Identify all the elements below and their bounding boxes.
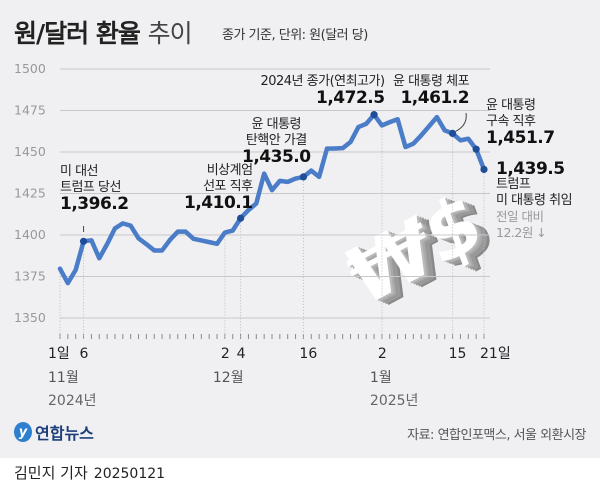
annotation-value: 1,451.7: [486, 128, 555, 148]
annotation-detention: 윤 대통령 구속 직후 1,451.7: [486, 98, 555, 148]
month-label: 1월: [370, 370, 392, 386]
year-label: 2024년: [48, 393, 97, 409]
annotation-label: 탄핵안 가결: [245, 133, 307, 148]
source-note: 자료: 연합인포맥스, 서울 외환시장: [407, 428, 586, 443]
data-point-marker: [370, 111, 378, 119]
x-tick-label: 1일: [48, 346, 70, 362]
annotation-note: 전일 대비: [496, 209, 544, 224]
month-label: 11월: [48, 370, 79, 386]
title-light: 추이: [147, 19, 193, 48]
data-point-marker: [236, 214, 245, 222]
x-tick-label: 15: [449, 346, 467, 362]
annotation-note: 12.2원 ↓: [496, 225, 547, 240]
annotation-value: 1,410.1: [184, 193, 253, 213]
y-tick-label: 1350: [14, 310, 46, 325]
annotation-inauguration: 1,439.5 트럼프 미 대통령 취임 전일 대비 12.2원 ↓: [496, 159, 573, 241]
x-tick-label: 21일: [480, 346, 511, 362]
y-tick-label: 1375: [14, 269, 46, 284]
data-point-marker: [79, 237, 88, 245]
annotation-label: 윤 대통령 체포: [393, 74, 470, 89]
annotation-label: 구속 직후: [486, 114, 536, 129]
chart-title: 원/달러 환율 추이: [14, 14, 193, 50]
infographic-panel: [0, 0, 600, 458]
x-tick-label: 2: [378, 346, 387, 362]
series-line: [57, 112, 487, 286]
annotation-value: 1,435.0: [242, 147, 311, 167]
annotation-impeachment: 윤 대통령 탄핵안 가결 1,435.0: [242, 117, 311, 167]
data-point-marker: [448, 129, 457, 138]
annotation-label: 윤 대통령: [486, 98, 536, 113]
annotation-label: 미 대통령 취임: [496, 193, 573, 208]
annotation-value: 1,472.5: [316, 88, 385, 108]
logo-text: 연합뉴스: [35, 424, 94, 443]
data-point-marker: [480, 165, 488, 174]
y-tick-label: 1475: [14, 103, 46, 118]
data-point-marker: [472, 145, 480, 153]
yonhap-logo-icon: y: [14, 422, 32, 442]
y-tick-label: 1425: [14, 186, 46, 201]
annotation-value: 1,461.2: [400, 88, 470, 108]
x-tick-label: 4: [237, 346, 246, 362]
publish-date: 20250121: [93, 466, 166, 482]
x-tick-label: 6: [80, 346, 89, 362]
annotation-label: 선포 직후: [203, 179, 253, 194]
y-tick-label: 1500: [14, 61, 46, 76]
annotation-leader: [455, 112, 467, 132]
annotation-martial-law: 비상계엄 선포 직후 1,410.1: [184, 163, 253, 213]
annotation-label: 미 대선: [60, 164, 99, 179]
annotation-label: 비상계엄: [206, 163, 253, 178]
annotation-value: 1,439.5: [496, 159, 565, 179]
y-tick-label: 1400: [14, 227, 46, 242]
x-tick-label: 2: [221, 346, 230, 362]
title-bold: 원/달러 환율: [14, 19, 141, 48]
reporter: 김민지 기자: [14, 464, 88, 482]
month-label: 12월: [213, 370, 244, 386]
byline: 김민지 기자 20250121: [14, 462, 165, 483]
annotation-value: 1,396.2: [60, 194, 129, 214]
annotation-arrest: 윤 대통령 체포 1,461.2: [393, 74, 470, 108]
annotation-label: 트럼프 당선: [60, 180, 121, 195]
year-label: 2025년: [370, 393, 419, 409]
y-tick-label: 1450: [14, 144, 46, 159]
annotation-label: 윤 대통령: [251, 117, 302, 132]
annotation-label: 2024년 종가(연최고가): [260, 74, 385, 89]
annotation-label: 트럼프: [496, 177, 531, 192]
chart-subtitle: 종가 기준, 단위: 원(달러 당): [222, 28, 368, 43]
data-point-marker: [299, 173, 308, 181]
x-tick-label: 16: [299, 346, 317, 362]
yonhap-logo: y 연합뉴스: [14, 420, 94, 444]
annotation-year-end: 2024년 종가(연최고가) 1,472.5: [246, 74, 385, 108]
annotation-trump-elected: 미 대선 트럼프 당선 1,396.2: [60, 164, 129, 214]
